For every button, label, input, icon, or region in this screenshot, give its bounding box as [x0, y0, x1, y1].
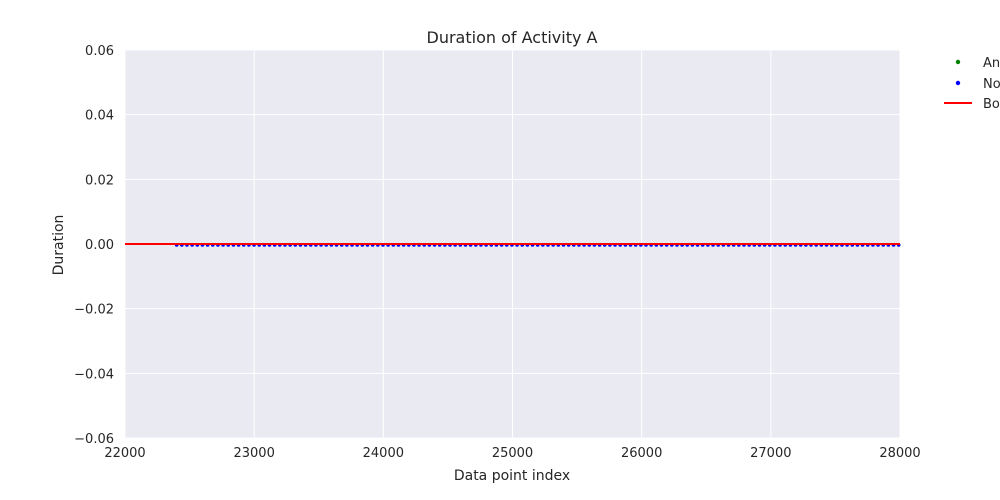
legend-marker	[955, 80, 961, 86]
series-marks	[125, 243, 901, 247]
y-tick-label: 0.02	[85, 173, 114, 188]
x-tick-label: 28000	[879, 446, 920, 461]
x-tick-label: 23000	[233, 446, 274, 461]
legend-label: An	[983, 56, 1000, 71]
x-tick-label: 26000	[621, 446, 662, 461]
y-axis-ticks: −0.06 −0.04 −0.02 0.00 0.02 0.04 0.06	[74, 44, 114, 447]
legend-label: Bo	[983, 97, 1000, 112]
y-axis-label: Duration	[51, 215, 67, 276]
chart-title: Duration of Activity A	[427, 28, 598, 47]
y-tick-label: 0.00	[85, 238, 114, 253]
x-tick-label: 22000	[104, 446, 145, 461]
legend-label: No	[983, 77, 1000, 92]
legend-marker	[955, 59, 961, 65]
legend: An No Bo	[944, 56, 1000, 112]
x-tick-label: 27000	[750, 446, 791, 461]
x-tick-label: 24000	[363, 446, 404, 461]
x-axis-label: Data point index	[454, 468, 570, 484]
y-tick-label: 0.04	[85, 109, 114, 124]
x-tick-label: 25000	[492, 446, 533, 461]
x-axis-ticks: 22000 23000 24000 25000 26000 27000 28000	[104, 446, 920, 461]
y-tick-label: −0.06	[74, 432, 114, 447]
y-tick-label: 0.06	[85, 44, 114, 59]
y-tick-label: −0.02	[74, 303, 114, 318]
y-tick-label: −0.04	[74, 367, 114, 382]
